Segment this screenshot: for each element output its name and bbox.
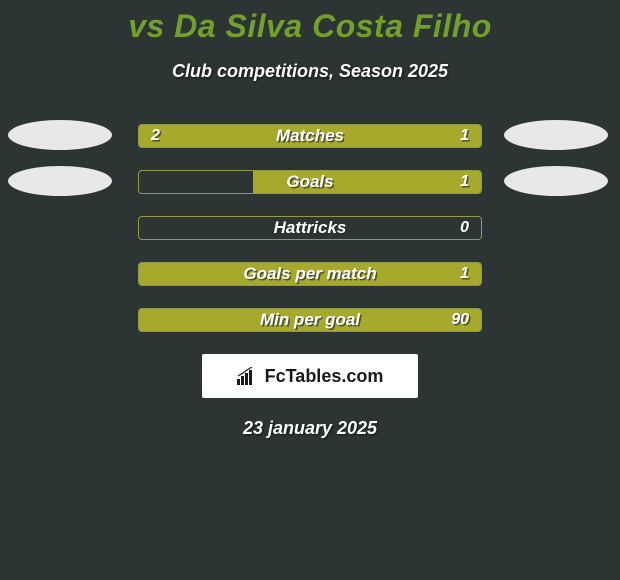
- page-title: vs Da Silva Costa Filho: [0, 8, 620, 45]
- stat-row: 0Hattricks: [0, 216, 620, 240]
- brand-box[interactable]: FcTables.com: [202, 354, 418, 398]
- brand-label: FcTables.com: [265, 366, 384, 387]
- stat-bar: 1Goals per match: [138, 262, 482, 286]
- stat-bar: 0Hattricks: [138, 216, 482, 240]
- avatar-left: [8, 166, 112, 196]
- chart-icon: [237, 367, 259, 385]
- infographic-container: vs Da Silva Costa Filho Club competition…: [0, 0, 620, 580]
- stat-bar: 21Matches: [138, 124, 482, 148]
- subtitle: Club competitions, Season 2025: [0, 61, 620, 82]
- stat-label: Hattricks: [139, 217, 481, 239]
- avatar-right: [504, 120, 608, 150]
- stat-row: 1Goals: [0, 170, 620, 194]
- bar-fill-right: [367, 125, 481, 147]
- stat-row: 90Min per goal: [0, 308, 620, 332]
- bar-fill-left: [139, 125, 367, 147]
- stats-block: 21Matches 1Goals 0Hattricks 1Goals per matc…: [0, 124, 620, 332]
- stat-value-right: 0: [460, 217, 469, 239]
- stat-bar: 1Goals: [138, 170, 482, 194]
- stat-bar: 90Min per goal: [138, 308, 482, 332]
- stat-row: 1Goals per match: [0, 262, 620, 286]
- bar-fill-right: [139, 263, 481, 285]
- avatar-left: [8, 120, 112, 150]
- stat-row: 21Matches: [0, 124, 620, 148]
- bar-fill-right: [253, 171, 481, 193]
- date-line: 23 january 2025: [0, 418, 620, 439]
- avatar-right: [504, 166, 608, 196]
- bar-fill-right: [139, 309, 481, 331]
